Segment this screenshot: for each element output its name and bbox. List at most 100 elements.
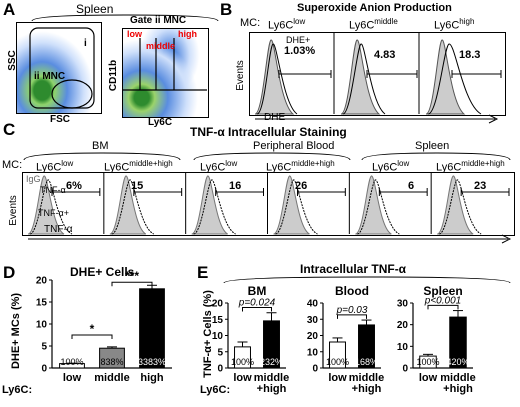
panel-d-title: DHE+ Cells (70, 265, 135, 279)
gate-middle-label: middle (146, 41, 176, 51)
y-tick-label: 30 (307, 315, 319, 326)
y-tick-label: 10 (36, 320, 48, 331)
significance-bracket (111, 281, 153, 287)
y-tick-label: 0 (312, 364, 318, 375)
tnf-histogram (438, 179, 482, 235)
y-tick-label: 10 (212, 331, 224, 342)
bar-percent-label: 420% (446, 357, 469, 367)
gate-i-label: i (84, 38, 87, 49)
category-label: +high (443, 383, 473, 395)
gates-left (29, 27, 95, 109)
panel-b-group-1: Ly6Clow (268, 17, 306, 32)
igg-histogram (109, 175, 147, 235)
ly6c-cd11b-density-plot (122, 28, 209, 118)
panel-b-x-label: DHE (264, 112, 286, 123)
bar-percent-label: 100% (326, 357, 349, 367)
panel-b-x-arrow (255, 114, 499, 124)
y-tick-label: 20 (397, 320, 409, 331)
tnf-value-3: 16 (229, 180, 242, 192)
panel-a-x-label: FSC (50, 114, 70, 125)
dhe-value-high: 18.3 (459, 49, 481, 61)
tnf-plus-label: TNF-α+ (38, 208, 69, 218)
y-tick-label: 10 (307, 347, 319, 358)
y-tick-label: 5 (41, 342, 47, 353)
spleen-bracket (31, 14, 219, 22)
tnf-histogram (357, 179, 400, 235)
significance-star: *** (125, 269, 139, 283)
igg-histogram (27, 175, 65, 235)
igg-histogram (273, 175, 310, 235)
igg-histogram (436, 175, 474, 235)
panel-e-x-prefix: Ly6C: (200, 384, 231, 396)
igg-histogram (191, 175, 228, 235)
subchart-title: Spleen (423, 284, 462, 298)
y-tick-label: 0 (402, 364, 408, 375)
y-tick-label: 0 (217, 364, 223, 375)
category-label: high (140, 372, 163, 384)
significance-bracket (71, 334, 113, 339)
tnf-histogram (193, 179, 236, 235)
panel-e-bracket (223, 276, 511, 284)
panel-e-letter: E (197, 263, 209, 282)
gate-ii-title: Gate ii MNC (130, 15, 187, 26)
panel-b-group-2: Ly6Cmiddle (349, 17, 398, 32)
category-label: middle (254, 372, 289, 384)
y-tick-label: 40 (307, 299, 319, 310)
y-tick-label: 15 (36, 298, 48, 309)
panel-c-histograms (27, 172, 510, 235)
y-tick-label: 20 (36, 276, 48, 287)
category-label: middle (440, 372, 475, 384)
igg-label: IgG (26, 174, 41, 184)
tnf-value-1: 6% (66, 180, 82, 192)
panel-b-histograms (254, 32, 502, 115)
tnf-value-5: 6 (408, 180, 415, 192)
bar-percent-label: 838% (100, 357, 123, 367)
p-value-label: p=0.03 (336, 305, 368, 316)
panel-d-x-prefix: Ly6C: (2, 384, 33, 396)
category-label: low (328, 372, 347, 384)
bar-percent-label: 3383% (138, 357, 166, 367)
tissue-spleen: Spleen (415, 140, 450, 152)
gate-ii-label: ii MNC (34, 71, 66, 82)
bar-percent-label: 100% (60, 357, 83, 367)
tnf-label: TNF-α (40, 185, 66, 195)
panel-a-right-x-label: Ly6C (148, 117, 173, 128)
panel-c-mc-label: MC: (2, 159, 23, 171)
category-label: +high (352, 383, 382, 395)
gate-high-label: high (178, 29, 197, 39)
panel-c-x-arrow (28, 234, 512, 244)
tnf-histogram (111, 179, 155, 235)
subchart-title: Blood (335, 284, 369, 298)
panel-c-group-4: Ly6Cmiddle+high (266, 159, 335, 174)
tnf-value-4: 26 (295, 180, 308, 192)
category-label: low (233, 372, 252, 384)
tissue-bm: BM (92, 140, 109, 152)
y-tick-label: 5 (217, 347, 223, 358)
bar-percent-label: 100% (231, 357, 254, 367)
panel-c-group-3: Ly6Clow (200, 159, 238, 174)
y-tick-label: 10 (397, 342, 409, 353)
bar-percent-label: 232% (260, 357, 283, 367)
p-value-bracket (242, 307, 272, 312)
category-label: +high (257, 383, 287, 395)
category-label: middle (94, 372, 129, 384)
fsc-ssc-density-plot (16, 22, 102, 114)
tnf-value-6: 23 (474, 180, 487, 192)
dhe-value-low: 1.03% (284, 45, 316, 57)
panel-a-title: Spleen (76, 2, 114, 16)
subchart-title: BM (248, 284, 267, 298)
tnf-value-2: 15 (131, 180, 144, 192)
panel-c-x-label: TNF-α (44, 224, 73, 235)
panel-c-title: TNF-α Intracellular Staining (190, 125, 347, 139)
panel-b-title: Superoxide Anion Production (297, 2, 452, 14)
y-tick-label: 15 (212, 315, 224, 326)
panel-b-mc-label: MC: (240, 17, 261, 29)
bar-percent-label: 168% (355, 357, 378, 367)
y-tick-label: 30 (397, 299, 409, 310)
category-label: low (419, 372, 438, 384)
p-value-bracket (337, 314, 367, 319)
p-value-label: p=0.024 (238, 298, 276, 309)
dhe-plus-label: DHE+ (286, 35, 311, 45)
